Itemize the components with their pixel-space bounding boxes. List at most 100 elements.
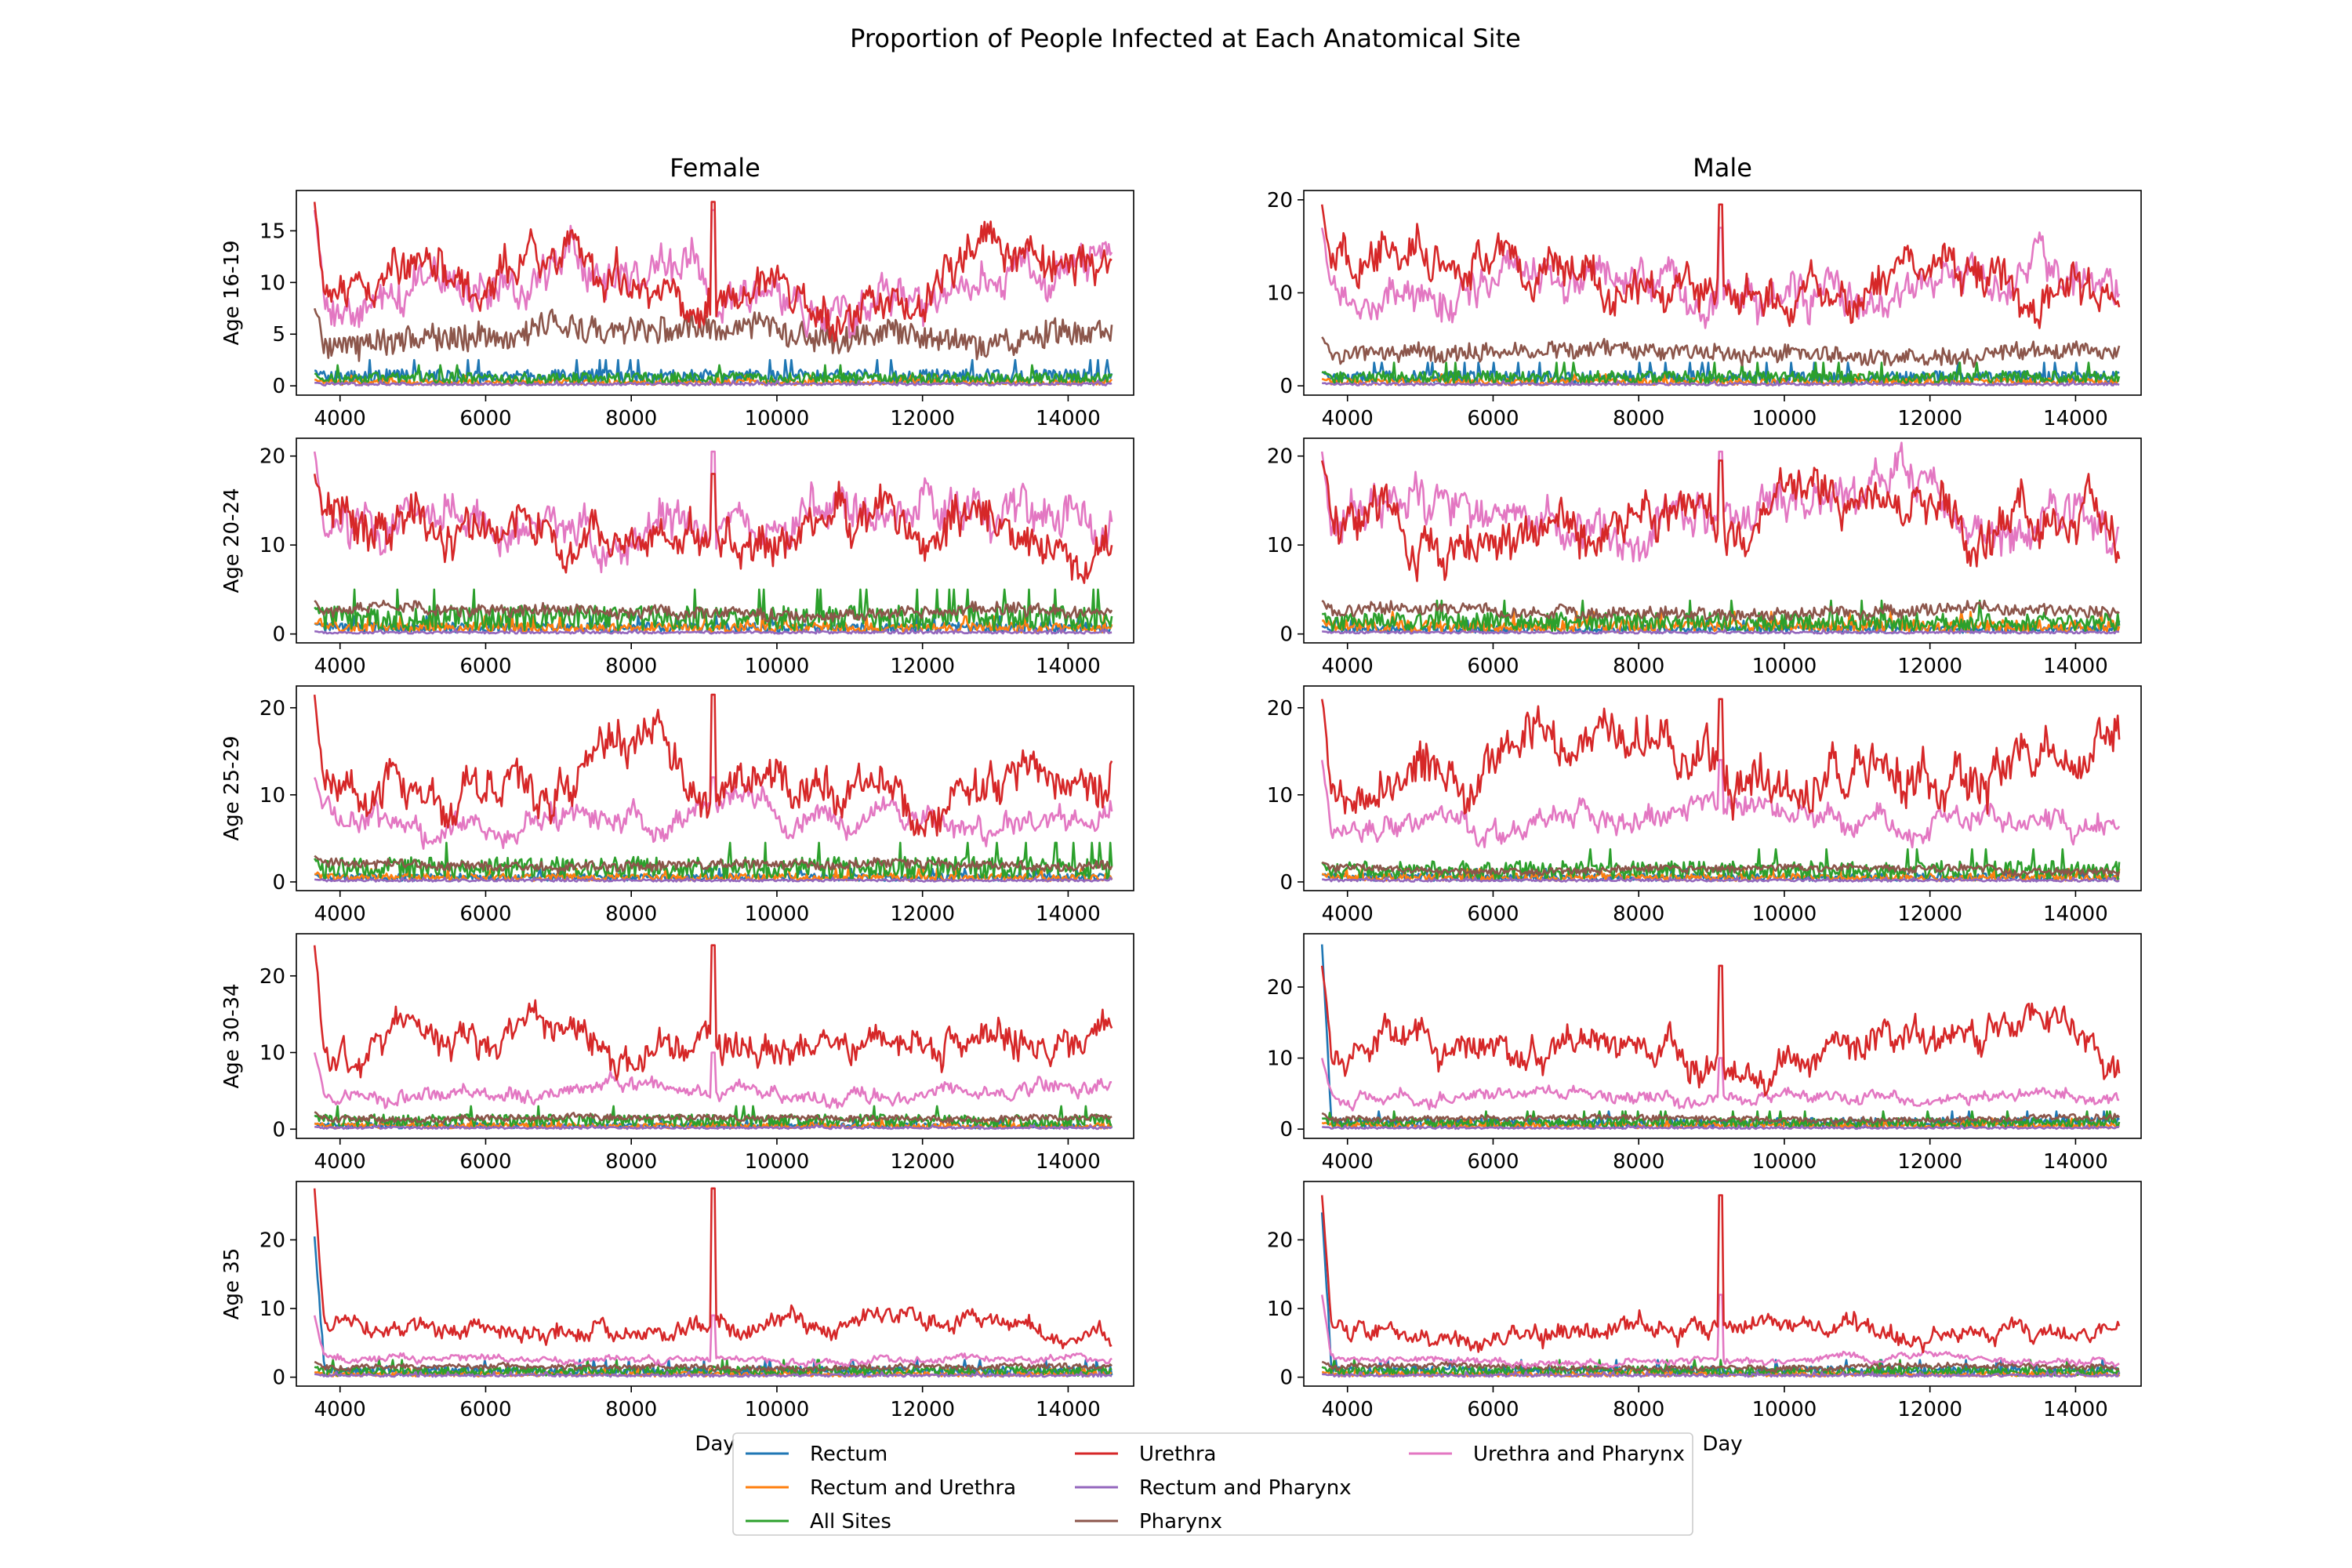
- panel-male-age-16-19-xtick-label: 14000: [2043, 407, 2108, 430]
- panel-female-age-30-34-line-urethra-and-pharynx: [313, 1051, 1112, 1109]
- panel-female-age-25-29-ytick-label: 20: [260, 697, 285, 720]
- panel-male-age-25-29-xtick-label: 12000: [1897, 902, 1962, 926]
- panel-female-age-35-xlabel: Day: [695, 1432, 735, 1456]
- panel-female-age-20-24-ytick-label: 10: [260, 534, 285, 557]
- panel-female-age-20-24-xtick-label: 14000: [1036, 655, 1101, 678]
- panel-female-age-25-29-xtick-label: 12000: [890, 902, 955, 926]
- panel-male-age-30-34-line-urethra-and-pharynx: [1320, 1057, 2120, 1112]
- panel-male-age-20-24-xtick-label: 6000: [1467, 655, 1519, 678]
- panel-male-age-20-24-line-all-sites: [1322, 599, 2121, 633]
- legend-label-urethra: Urethra: [1139, 1443, 1216, 1466]
- panel-female-age-20-24-row-label: Age 20-24: [220, 488, 244, 593]
- panel-female-age-25-29-line-pharynx: [314, 855, 1113, 874]
- panel-female-age-16-19-line-rectum-and-pharynx: [314, 379, 1112, 387]
- legend-item-urethra-and-pharynx: Urethra and Pharynx: [1409, 1443, 1685, 1466]
- panel-male-age-25-29-xtick-label: 6000: [1467, 902, 1519, 926]
- legend: Rectum Rectum and Urethra All Sites Urethra…: [732, 1432, 1693, 1536]
- panel-male-age-35-line-rectum-and-pharynx: [1322, 1370, 2121, 1378]
- panel-female-age-30-34-frame: [296, 933, 1134, 1139]
- panel-female-age-16-19-column-title: Female: [670, 153, 760, 183]
- panel-female-age-16-19-ytick-label: 5: [272, 323, 285, 347]
- panel-male-age-20-24-line-pharynx: [1321, 599, 2120, 622]
- panel-female-age-30-34-ytick-label: 20: [260, 965, 285, 989]
- panel-male-age-25-29: 4000 6000 8000 10000 12000 14000 0 10 20: [1267, 685, 2142, 926]
- panel-male-age-20-24-xtick-label: 8000: [1613, 655, 1664, 678]
- panel-female-age-16-19-xtick-label: 10000: [745, 407, 810, 430]
- panel-male-age-16-19-line-rectum-and-pharynx: [1322, 379, 2120, 387]
- panel-male-age-16-19: 4000 6000 8000 10000 12000 14000 0 10 20 Male: [1267, 153, 2142, 430]
- panel-male-age-20-24-xtick-label: 4000: [1322, 655, 1374, 678]
- panel-male-age-16-19-series-group: [1320, 203, 2121, 387]
- legend-label-pharynx: Pharynx: [1139, 1510, 1222, 1534]
- panel-male-age-30-34-ytick-label: 20: [1267, 976, 1293, 1000]
- panel-male-age-30-34-ytick-label: 0: [1279, 1118, 1293, 1142]
- panel-male-age-20-24-xtick-label: 12000: [1897, 655, 1962, 678]
- panel-female-age-30-34-xtick-label: 6000: [459, 1150, 511, 1174]
- panel-female-age-25-29-xtick-label: 6000: [459, 902, 511, 926]
- panel-female-age-16-19-ytick-label: 10: [260, 271, 285, 295]
- panel-female-age-25-29-xtick-label: 10000: [745, 902, 810, 926]
- panel-female-age-30-34-line-pharynx: [314, 1111, 1112, 1124]
- panel-male-age-35-line-urethra-and-pharynx: [1320, 1294, 2120, 1369]
- panel-male-age-30-34-line-pharynx: [1321, 1112, 2121, 1126]
- panel-female-age-20-24-line-rectum-and-pharynx: [314, 628, 1112, 635]
- panel-female-age-20-24-line-all-sites: [314, 588, 1113, 632]
- legend-label-rectum-and-pharynx: Rectum and Pharynx: [1139, 1476, 1352, 1500]
- panel-male-age-35-line-urethra: [1320, 1194, 2121, 1354]
- legend-item-all-sites: All Sites: [746, 1510, 891, 1534]
- panel-male-age-30-34-xtick-label: 6000: [1467, 1150, 1519, 1174]
- panel-female-age-20-24-line-urethra-and-pharynx: [313, 450, 1113, 574]
- panel-female-age-16-19-xtick-label: 14000: [1036, 407, 1101, 430]
- panel-female-age-30-34-xtick-label: 10000: [745, 1150, 810, 1174]
- panel-female-age-35-xtick-label: 12000: [890, 1398, 955, 1421]
- panel-female-age-35-xtick-label: 14000: [1036, 1398, 1101, 1421]
- panel-female-age-25-29-line-rectum-and-pharynx: [314, 877, 1113, 883]
- panel-female-age-35-line-urethra: [313, 1187, 1112, 1349]
- legend-box: [732, 1432, 1693, 1536]
- panel-female-age-20-24-ytick-label: 0: [272, 623, 285, 647]
- panel-female-age-25-29-frame: [296, 685, 1134, 891]
- panel-female-age-25-29-line-rectum-and-urethra: [314, 867, 1113, 882]
- panel-female-age-16-19-xtick-label: 12000: [890, 407, 955, 430]
- panel-female-age-35-xtick-label: 4000: [314, 1398, 366, 1421]
- panel-male-age-30-34-ytick-label: 10: [1267, 1047, 1293, 1071]
- panel-female-age-30-34-xtick-label: 4000: [314, 1150, 366, 1174]
- panel-male-age-30-34: 4000 6000 8000 10000 12000 14000 0 10 20: [1267, 933, 2142, 1174]
- panel-male-age-16-19-column-title: Male: [1693, 153, 1752, 183]
- panel-male-age-25-29-line-rectum-and-pharynx: [1322, 877, 2120, 883]
- panel-female-age-35-xtick-label: 10000: [745, 1398, 810, 1421]
- panel-male-age-25-29-xtick-label: 8000: [1613, 902, 1664, 926]
- panel-male-age-25-29-line-pharynx: [1321, 861, 2121, 877]
- panel-male-age-25-29-series-group: [1320, 698, 2121, 883]
- panel-female-age-20-24-series-group: [313, 450, 1113, 635]
- panel-female-age-20-24-ytick-label: 20: [260, 445, 285, 469]
- panel-male-age-30-34-line-rectum-and-pharynx: [1322, 1124, 2120, 1131]
- panel-female-age-30-34-xtick-label: 8000: [605, 1150, 657, 1174]
- panel-male-age-30-34-xtick-label: 4000: [1322, 1150, 1374, 1174]
- panel-male-age-16-19-line-pharynx: [1321, 336, 2121, 368]
- panel-female-age-25-29-xtick-label: 4000: [314, 902, 366, 926]
- legend-item-rectum-and-pharynx: Rectum and Pharynx: [1075, 1476, 1352, 1500]
- panel-male-age-25-29-line-all-sites: [1321, 848, 2121, 880]
- panel-male-age-30-34-xtick-label: 8000: [1613, 1150, 1664, 1174]
- panel-female-age-16-19-series-group: [313, 201, 1113, 387]
- panel-male-age-25-29-ytick-label: 10: [1267, 784, 1293, 808]
- panel-male-age-35-xtick-label: 14000: [2043, 1398, 2108, 1421]
- panel-female-age-35-xtick-label: 8000: [605, 1398, 657, 1421]
- panel-male-age-35-line-pharynx: [1321, 1360, 2120, 1374]
- panel-male-age-16-19-ytick-label: 0: [1279, 375, 1293, 398]
- legend-label-urethra-and-pharynx: Urethra and Pharynx: [1473, 1443, 1685, 1466]
- panel-female-age-30-34-xtick-label: 14000: [1036, 1150, 1101, 1174]
- panel-female-age-20-24-line-pharynx: [314, 599, 1113, 623]
- legend-label-rectum: Rectum: [810, 1443, 887, 1466]
- panel-female-age-16-19-line-pharynx: [313, 307, 1113, 362]
- panel-female-age-35-row-label: Age 35: [220, 1248, 244, 1320]
- panel-female-age-20-24: 4000 6000 8000 10000 12000 14000 0 10 20 Age 20-2…: [220, 437, 1134, 678]
- panel-female-age-35-ytick-label: 0: [272, 1367, 285, 1390]
- panel-female-age-25-29-ytick-label: 10: [260, 784, 285, 808]
- panel-female-age-25-29-xtick-label: 8000: [605, 902, 657, 926]
- panel-male-age-16-19-xtick-label: 8000: [1613, 407, 1664, 430]
- panel-female-age-35-xtick-label: 6000: [459, 1398, 511, 1421]
- panel-male-age-35-xtick-label: 6000: [1467, 1398, 1519, 1421]
- panel-male-age-30-34-xtick-label: 14000: [2043, 1150, 2108, 1174]
